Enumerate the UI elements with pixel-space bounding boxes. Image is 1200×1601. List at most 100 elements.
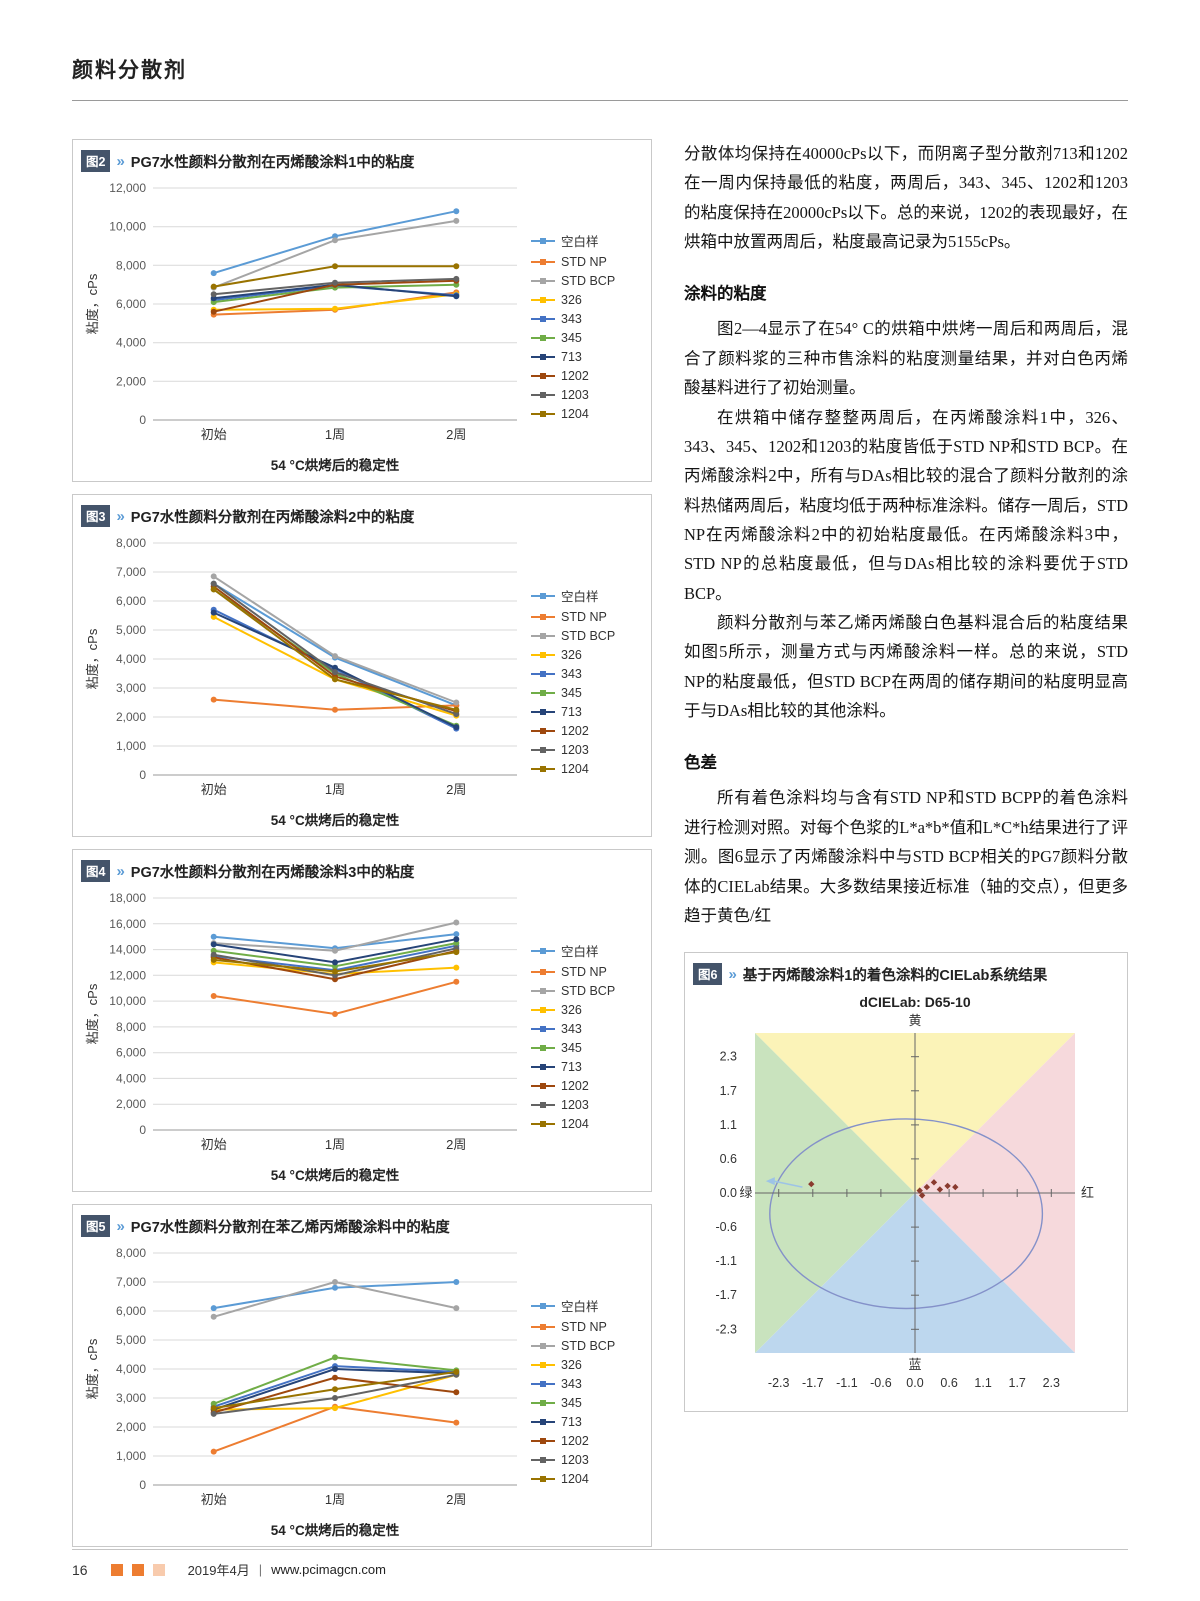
svg-text:0.0: 0.0 xyxy=(720,1186,737,1200)
legend-marker-icon xyxy=(531,988,555,994)
legend-label: 1202 xyxy=(561,1434,589,1448)
figure-title-row: 图5 » PG7水性颜料分散剂在苯乙烯丙烯酸涂料中的粘度 xyxy=(81,1215,643,1237)
legend-item: STD BCP xyxy=(531,984,631,998)
footer-url[interactable]: www.pcimagcn.com xyxy=(271,1562,386,1577)
line-chart: 0 1,000 2,000 3,000 4,000 5,000 6,000 7,000 8,00… xyxy=(81,1243,527,1539)
legend-marker-icon xyxy=(531,690,555,696)
figure-title: PG7水性颜料分散剂在丙烯酸涂料3中的粘度 xyxy=(130,864,415,881)
legend-item: 1204 xyxy=(531,762,631,776)
footer-date: 2019年4月 xyxy=(187,1563,250,1578)
legend-item: 345 xyxy=(531,686,631,700)
svg-text:1.7: 1.7 xyxy=(1009,1376,1026,1390)
legend-label: 326 xyxy=(561,648,582,662)
legend-marker-icon xyxy=(531,947,555,954)
legend-label: STD NP xyxy=(561,1320,607,1334)
legend-label: 345 xyxy=(561,686,582,700)
legend-item: 343 xyxy=(531,312,631,326)
legend-marker-icon xyxy=(531,592,555,599)
legend-label: 343 xyxy=(561,667,582,681)
figure-title: PG7水性颜料分散剂在苯乙烯丙烯酸涂料中的粘度 xyxy=(130,1219,450,1236)
legend-marker-icon xyxy=(531,1324,555,1330)
legend-label: 713 xyxy=(561,705,582,719)
legend-label: 343 xyxy=(561,1022,582,1036)
svg-text:0.0: 0.0 xyxy=(906,1376,923,1390)
figure-panel-cielab: 图6 » 基于丙烯酸涂料1的着色涂料的CIELab系统结果 dCIELab: D… xyxy=(684,952,1128,1413)
legend-item: 空白样 xyxy=(531,586,631,605)
legend-item: STD BCP xyxy=(531,274,631,288)
figure-body: 0 2,000 4,000 6,000 8,000 10,000 12,000 14,000 1… xyxy=(81,888,643,1184)
legend-marker-icon xyxy=(531,728,555,734)
legend-item: 1203 xyxy=(531,743,631,757)
page-number: 16 xyxy=(72,1561,88,1578)
legend-item: 1202 xyxy=(531,1079,631,1093)
figure-title: PG7水性颜料分散剂在丙烯酸涂料2中的粘度 xyxy=(130,509,415,526)
svg-text:初始: 初始 xyxy=(201,1137,227,1152)
svg-text:-2.3: -2.3 xyxy=(715,1323,737,1337)
svg-text:8,000: 8,000 xyxy=(116,536,146,550)
svg-text:3,000: 3,000 xyxy=(116,1391,146,1405)
svg-text:18,000: 18,000 xyxy=(109,891,146,905)
legend-marker-icon xyxy=(531,297,555,303)
legend-item: 326 xyxy=(531,648,631,662)
legend-item: 1203 xyxy=(531,1453,631,1467)
svg-text:1.1: 1.1 xyxy=(720,1118,737,1132)
figure-panel: 图3 » PG7水性颜料分散剂在丙烯酸涂料2中的粘度 0 1,000 2,000 3,000… xyxy=(72,494,652,837)
legend-item: 空白样 xyxy=(531,231,631,250)
legend-item: 713 xyxy=(531,1060,631,1074)
legend-label: STD BCP xyxy=(561,984,616,998)
svg-text:2.3: 2.3 xyxy=(720,1050,737,1064)
line-chart: 0 2,000 4,000 6,000 8,000 10,000 12,000 14,000 1… xyxy=(81,888,527,1184)
legend-item: 1204 xyxy=(531,1472,631,1486)
svg-text:0: 0 xyxy=(139,413,146,427)
legend-item: 343 xyxy=(531,1377,631,1391)
legend-label: 1203 xyxy=(561,1098,589,1112)
legend-item: 345 xyxy=(531,1041,631,1055)
legend-label: 713 xyxy=(561,1415,582,1429)
page-header: 颜料分散剂 xyxy=(72,54,1128,101)
figure-panel: 图2 » PG7水性颜料分散剂在丙烯酸涂料1中的粘度 0 2,000 4,000 6,000… xyxy=(72,139,652,482)
legend-marker-icon xyxy=(531,1045,555,1051)
legend-item: 345 xyxy=(531,1396,631,1410)
svg-text:7,000: 7,000 xyxy=(116,565,146,579)
legend-label: 空白样 xyxy=(561,945,599,959)
svg-text:4,000: 4,000 xyxy=(116,1071,146,1085)
legend-label: STD BCP xyxy=(561,629,616,643)
legend-marker-icon xyxy=(531,392,555,398)
legend-label: 345 xyxy=(561,1396,582,1410)
footer-square-icon xyxy=(131,1563,144,1576)
legend-label: 1202 xyxy=(561,724,589,738)
legend-label: 713 xyxy=(561,1060,582,1074)
article-paragraph: 在烘箱中储存整整两周后，在丙烯酸涂料1中，326、343、345、1202和12… xyxy=(684,407,1128,603)
legend-item: STD BCP xyxy=(531,629,631,643)
svg-text:2,000: 2,000 xyxy=(116,1420,146,1434)
svg-text:初始: 初始 xyxy=(201,1492,227,1507)
legend-item: 326 xyxy=(531,1358,631,1372)
svg-text:绿: 绿 xyxy=(739,1185,752,1200)
figure-label: 图3 xyxy=(81,505,111,527)
figure-separator-icon: » xyxy=(116,862,125,880)
figure-separator-icon: » xyxy=(728,965,737,983)
figure-label: 图4 xyxy=(81,860,111,882)
legend-item: 1202 xyxy=(531,724,631,738)
legend-marker-icon xyxy=(531,709,555,715)
line-chart: 0 2,000 4,000 6,000 8,000 10,000 12,000 粘度，cPs 初… xyxy=(81,178,527,474)
svg-text:2周: 2周 xyxy=(446,427,466,442)
legend-item: 空白样 xyxy=(531,1296,631,1315)
svg-text:-1.1: -1.1 xyxy=(836,1376,858,1390)
svg-text:1.7: 1.7 xyxy=(720,1084,737,1098)
figure-title-row: 图2 » PG7水性颜料分散剂在丙烯酸涂料1中的粘度 xyxy=(81,150,643,172)
svg-text:粘度，cPs: 粘度，cPs xyxy=(85,1338,100,1399)
section-title: 颜料分散剂 xyxy=(72,59,187,82)
article-paragraph: 颜料分散剂与苯乙烯丙烯酸白色基料混合后的粘度结果如图5所示，测量方式与丙烯酸涂料… xyxy=(684,613,1128,721)
svg-text:-1.1: -1.1 xyxy=(715,1254,737,1268)
svg-text:-0.6: -0.6 xyxy=(715,1220,737,1234)
svg-text:1.1: 1.1 xyxy=(974,1376,991,1390)
svg-text:5,000: 5,000 xyxy=(116,1333,146,1347)
legend-marker-icon xyxy=(531,1343,555,1349)
legend-marker-icon xyxy=(531,614,555,620)
figure-label: 图5 xyxy=(81,1215,111,1237)
figure-title-row: 图4 » PG7水性颜料分散剂在丙烯酸涂料3中的粘度 xyxy=(81,860,643,882)
legend-item: STD BCP xyxy=(531,1339,631,1353)
line-chart-svg: 0 2,000 4,000 6,000 8,000 10,000 12,000 粘度，cPs 初… xyxy=(85,181,517,442)
legend-marker-icon xyxy=(531,969,555,975)
